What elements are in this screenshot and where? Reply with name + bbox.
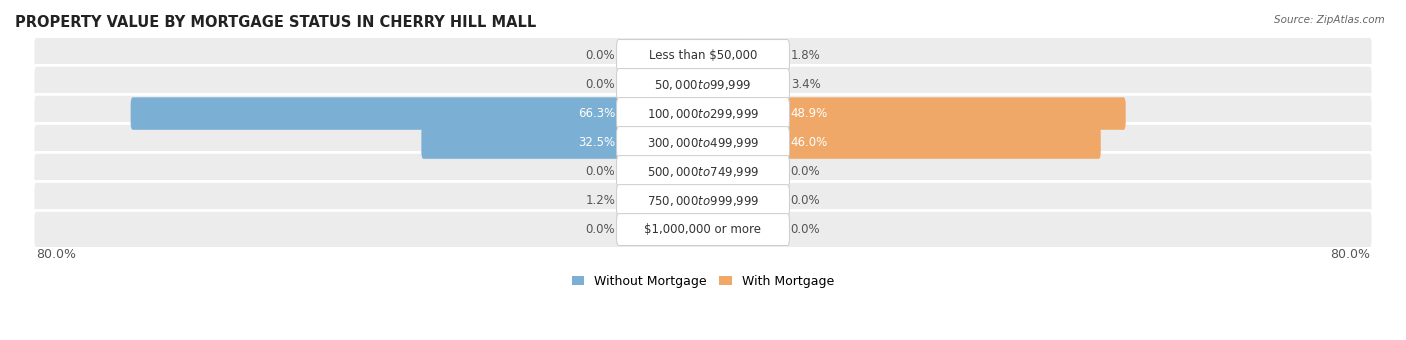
FancyBboxPatch shape xyxy=(34,182,1372,220)
Legend: Without Mortgage, With Mortgage: Without Mortgage, With Mortgage xyxy=(567,270,839,293)
Text: $750,000 to $999,999: $750,000 to $999,999 xyxy=(647,193,759,208)
FancyBboxPatch shape xyxy=(617,98,789,130)
FancyBboxPatch shape xyxy=(700,184,744,217)
Text: $500,000 to $749,999: $500,000 to $749,999 xyxy=(647,165,759,178)
FancyBboxPatch shape xyxy=(700,39,744,72)
Text: $300,000 to $499,999: $300,000 to $499,999 xyxy=(647,136,759,150)
FancyBboxPatch shape xyxy=(617,126,789,158)
Text: Less than $50,000: Less than $50,000 xyxy=(648,49,758,62)
Text: $1,000,000 or more: $1,000,000 or more xyxy=(644,223,762,236)
FancyBboxPatch shape xyxy=(617,69,789,101)
Text: 1.8%: 1.8% xyxy=(790,49,821,62)
FancyBboxPatch shape xyxy=(700,155,744,188)
Text: 0.0%: 0.0% xyxy=(586,165,616,178)
FancyBboxPatch shape xyxy=(617,185,789,217)
Text: 0.0%: 0.0% xyxy=(790,223,820,236)
FancyBboxPatch shape xyxy=(700,213,744,246)
FancyBboxPatch shape xyxy=(662,155,706,188)
Text: 0.0%: 0.0% xyxy=(790,194,820,207)
Text: PROPERTY VALUE BY MORTGAGE STATUS IN CHERRY HILL MALL: PROPERTY VALUE BY MORTGAGE STATUS IN CHE… xyxy=(15,15,536,30)
FancyBboxPatch shape xyxy=(617,39,789,71)
FancyBboxPatch shape xyxy=(617,156,789,188)
FancyBboxPatch shape xyxy=(662,213,706,246)
FancyBboxPatch shape xyxy=(662,184,706,217)
Text: 48.9%: 48.9% xyxy=(790,107,828,120)
Text: 1.2%: 1.2% xyxy=(585,194,616,207)
Text: Source: ZipAtlas.com: Source: ZipAtlas.com xyxy=(1274,15,1385,25)
FancyBboxPatch shape xyxy=(34,210,1372,249)
FancyBboxPatch shape xyxy=(34,65,1372,104)
Text: 0.0%: 0.0% xyxy=(586,223,616,236)
FancyBboxPatch shape xyxy=(422,126,706,159)
Text: 0.0%: 0.0% xyxy=(586,78,616,91)
FancyBboxPatch shape xyxy=(662,39,706,72)
FancyBboxPatch shape xyxy=(700,68,744,101)
FancyBboxPatch shape xyxy=(34,123,1372,162)
Text: 3.4%: 3.4% xyxy=(790,78,821,91)
FancyBboxPatch shape xyxy=(700,126,1101,159)
FancyBboxPatch shape xyxy=(131,97,706,130)
FancyBboxPatch shape xyxy=(662,68,706,101)
FancyBboxPatch shape xyxy=(34,95,1372,133)
FancyBboxPatch shape xyxy=(34,152,1372,191)
FancyBboxPatch shape xyxy=(617,214,789,245)
Text: $50,000 to $99,999: $50,000 to $99,999 xyxy=(654,78,752,91)
Text: 46.0%: 46.0% xyxy=(790,136,828,149)
Text: 32.5%: 32.5% xyxy=(578,136,616,149)
FancyBboxPatch shape xyxy=(700,97,1126,130)
Text: 0.0%: 0.0% xyxy=(790,165,820,178)
Text: 80.0%: 80.0% xyxy=(35,249,76,261)
FancyBboxPatch shape xyxy=(34,36,1372,75)
Text: 0.0%: 0.0% xyxy=(586,49,616,62)
Text: 66.3%: 66.3% xyxy=(578,107,616,120)
Text: 80.0%: 80.0% xyxy=(1330,249,1371,261)
Text: $100,000 to $299,999: $100,000 to $299,999 xyxy=(647,106,759,121)
